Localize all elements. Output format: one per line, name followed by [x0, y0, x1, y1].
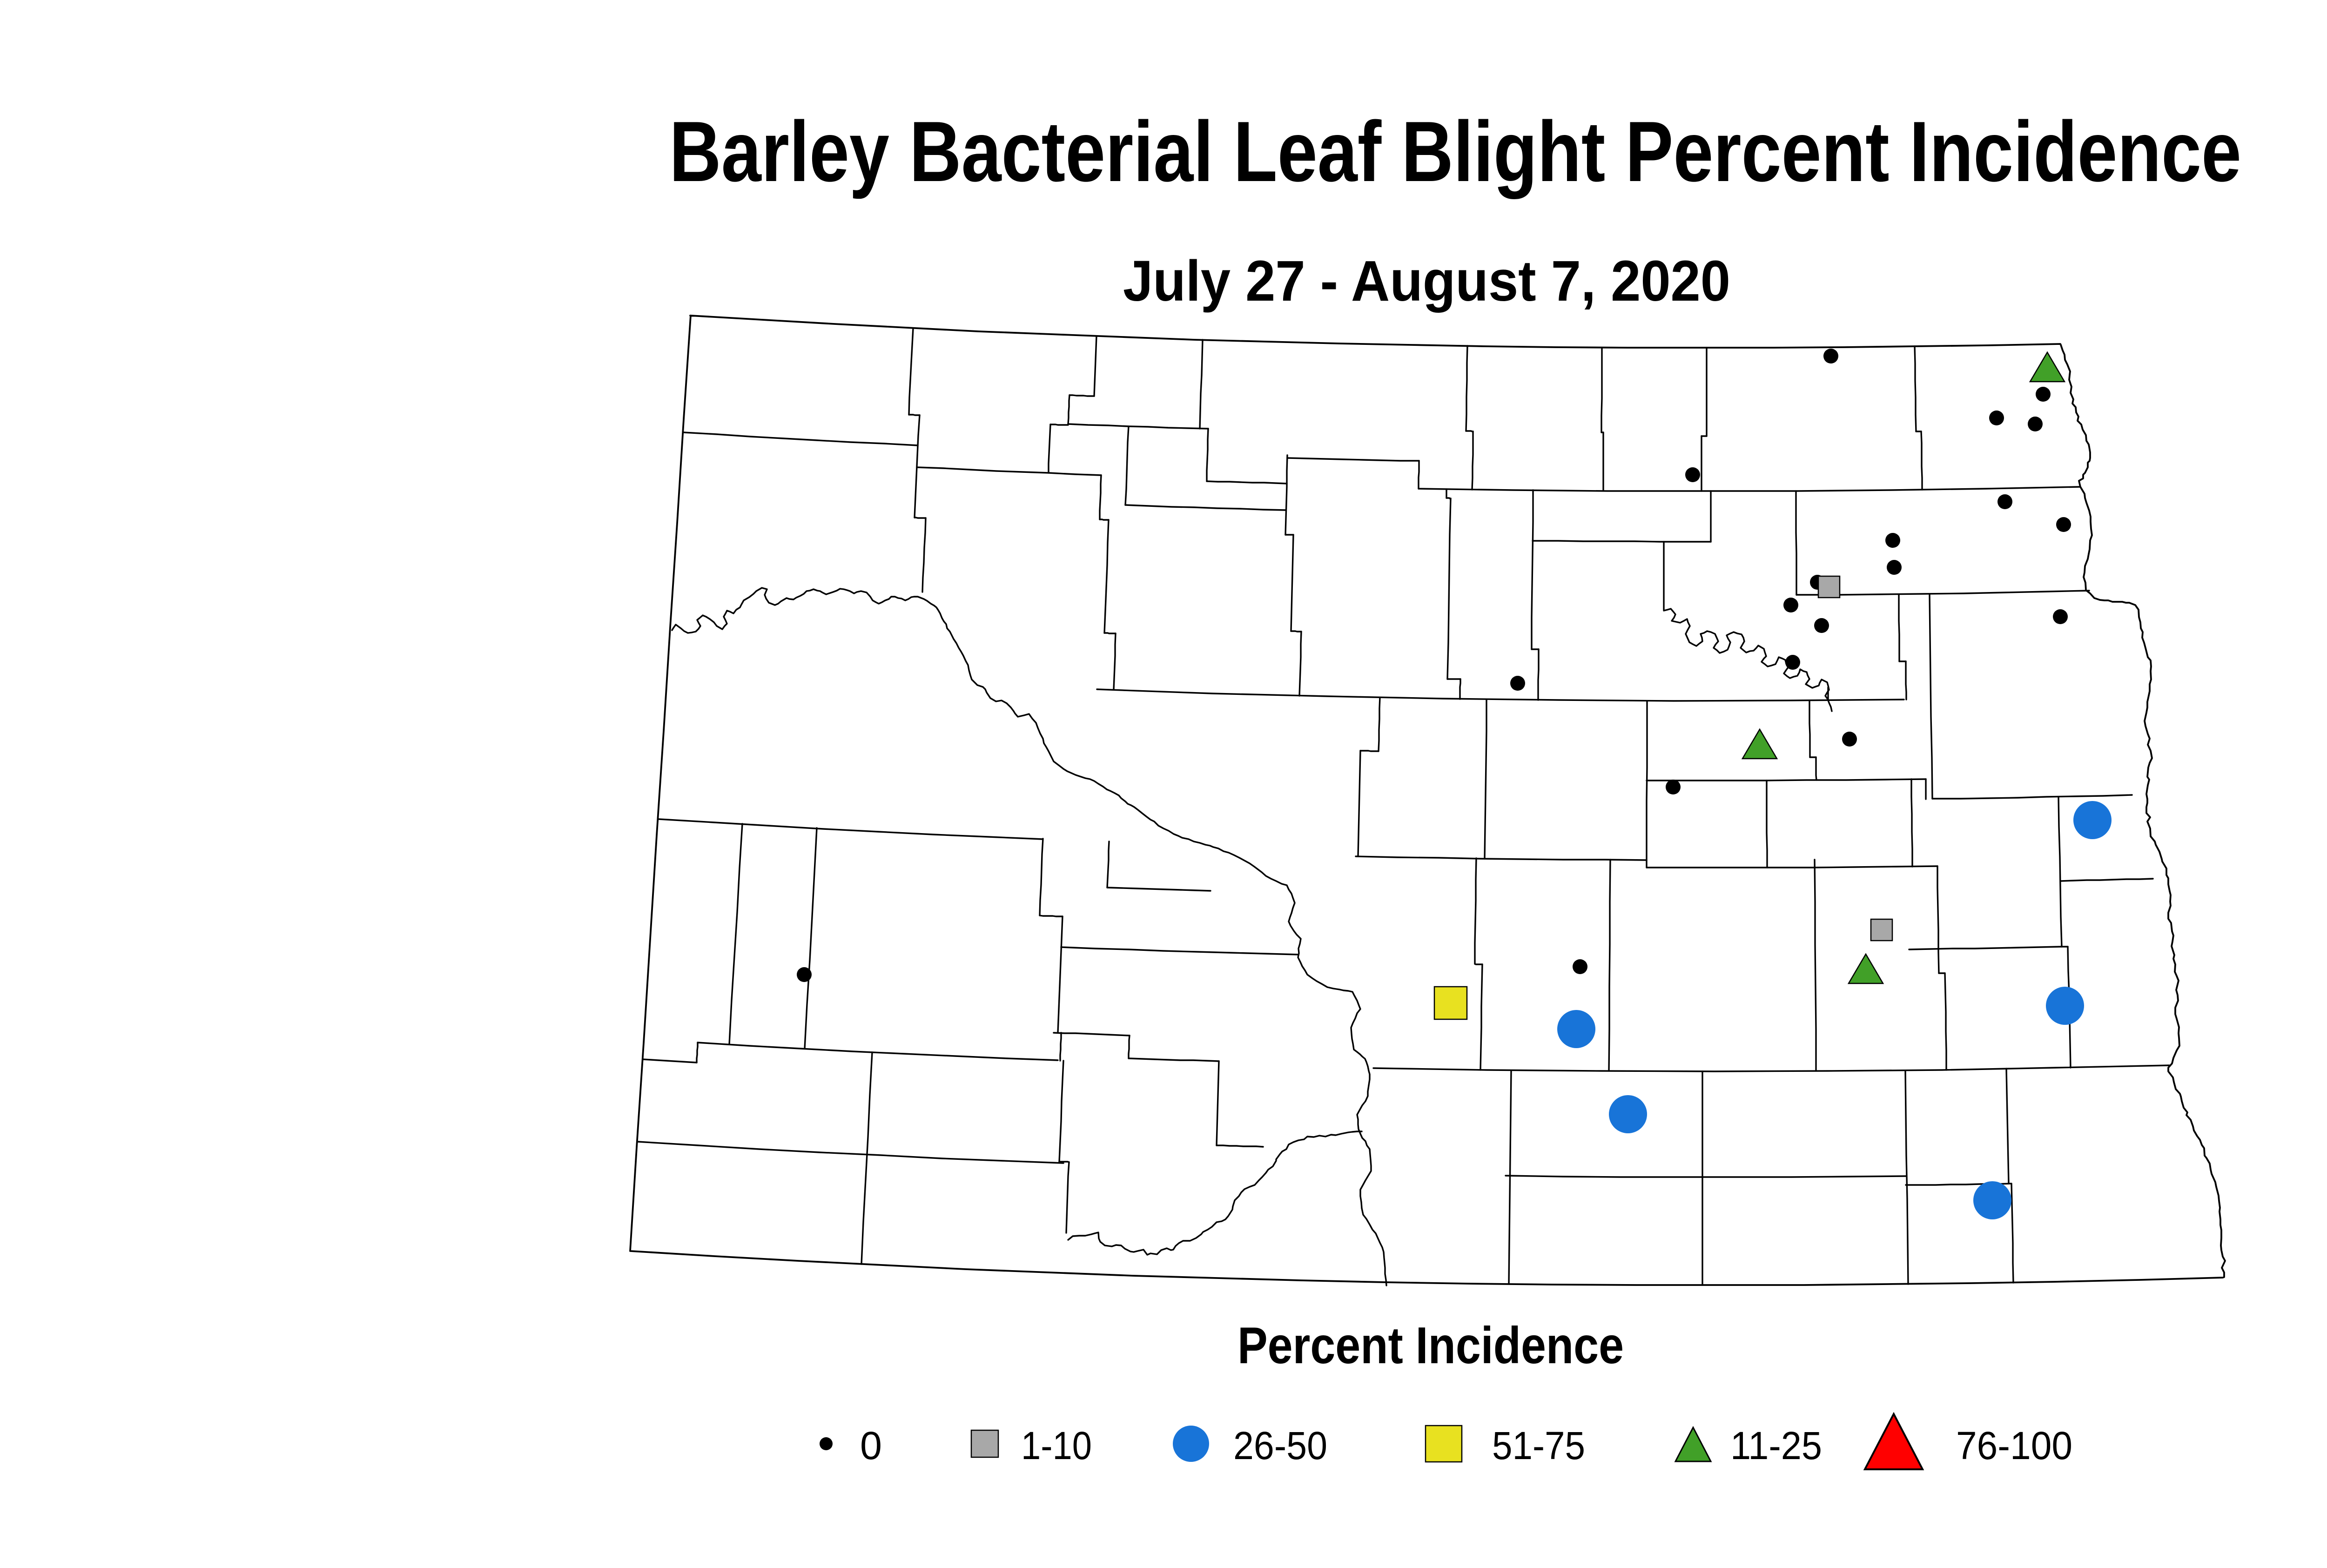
svg-text:76-100: 76-100 — [1956, 1424, 2072, 1467]
svg-text:11-25: 11-25 — [1730, 1424, 1822, 1467]
svg-text:1-10: 1-10 — [1021, 1424, 1092, 1467]
svg-text:51-75: 51-75 — [1492, 1424, 1585, 1467]
svg-text:26-50: 26-50 — [1233, 1424, 1327, 1467]
svg-text:Barley Bacterial Leaf Blight P: Barley Bacterial Leaf Blight Percent Inc… — [669, 103, 2241, 199]
svg-text:Percent Incidence: Percent Incidence — [1237, 1317, 1624, 1374]
svg-text:0: 0 — [860, 1424, 882, 1467]
svg-text:July 27 - August 7, 2020: July 27 - August 7, 2020 — [1123, 249, 1730, 313]
